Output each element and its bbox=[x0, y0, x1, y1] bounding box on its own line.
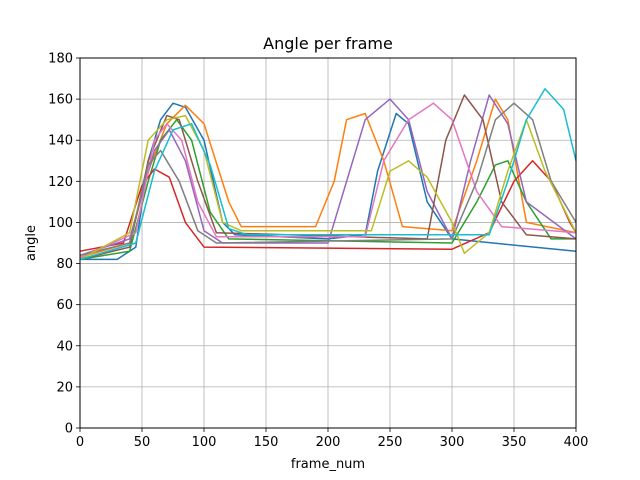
y-tick-label: 180 bbox=[48, 52, 73, 67]
y-tick-label: 60 bbox=[56, 298, 73, 313]
series-line-2 bbox=[79, 98, 577, 259]
x-tick-label: 400 bbox=[564, 435, 589, 450]
x-tick-label: 250 bbox=[378, 435, 403, 450]
y-axis-label: angle bbox=[24, 225, 39, 261]
series-line-8 bbox=[79, 102, 577, 257]
x-tick-label: 200 bbox=[316, 435, 341, 450]
series-line-7 bbox=[79, 102, 577, 259]
x-tick-label: 100 bbox=[192, 435, 217, 450]
y-tick-label: 40 bbox=[56, 339, 73, 354]
series-line-5 bbox=[79, 94, 577, 257]
y-tick-label: 160 bbox=[48, 93, 73, 108]
x-tick-label: 0 bbox=[76, 435, 84, 450]
y-tick-label: 0 bbox=[65, 422, 73, 437]
x-tick-label: 50 bbox=[134, 435, 151, 450]
y-tick-label: 80 bbox=[56, 257, 73, 272]
axis-ticks: 0 50 100 150 200 250 300 350 400 0 20 40 60 80 100 120 1… bbox=[48, 52, 588, 451]
x-axis-label: frame_num bbox=[291, 457, 365, 472]
y-tick-label: 120 bbox=[48, 175, 73, 190]
y-tick-label: 140 bbox=[48, 134, 73, 149]
y-tick-label: 20 bbox=[56, 380, 73, 395]
series-line-10 bbox=[79, 88, 577, 261]
x-tick-label: 350 bbox=[502, 435, 527, 450]
chart-title: Angle per frame bbox=[263, 34, 393, 53]
x-tick-label: 300 bbox=[440, 435, 465, 450]
x-tick-label: 150 bbox=[254, 435, 279, 450]
series-line-3 bbox=[79, 118, 576, 261]
series-lines bbox=[79, 88, 577, 261]
series-line-9 bbox=[79, 114, 577, 261]
y-tick-label: 100 bbox=[48, 216, 73, 231]
